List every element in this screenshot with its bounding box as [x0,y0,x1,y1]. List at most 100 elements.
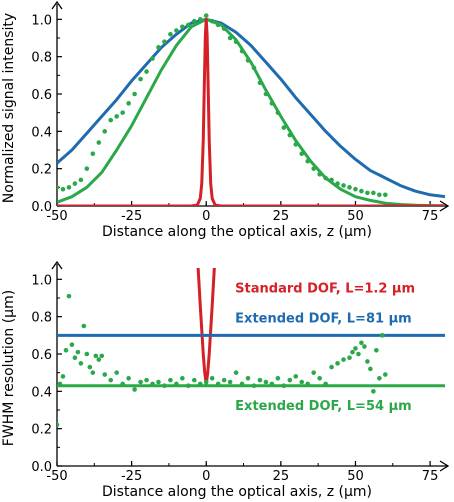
data-point [221,26,227,31]
data-point [203,13,209,18]
data-point [150,56,155,61]
data-point [281,383,287,389]
y-axis-label: Normalized signal intensity [1,13,17,203]
series-line-1 [57,17,445,206]
x-tick-label: 25 [273,209,290,224]
data-point [251,383,257,389]
data-point [371,190,376,196]
x-tick-label: 50 [347,209,364,224]
series-line-0 [57,17,445,199]
data-point [323,175,328,181]
data-point [162,39,167,45]
data-point [78,177,84,183]
data-point [329,364,334,370]
data-point [371,389,376,394]
data-point [174,28,179,33]
data-point [317,375,322,381]
data-point [78,361,84,366]
y-tick-label: 1.0 [31,13,52,28]
data-point [341,183,346,188]
series-annotation: Extended DOF, L=54 µm [235,399,412,414]
data-point [186,383,191,389]
y-tick-label: 0.2 [31,163,52,178]
x-tick-label: -50 [46,209,67,224]
data-point [251,65,257,71]
plot-area [57,13,445,206]
data-point [108,117,114,123]
data-point [96,140,102,145]
data-point [227,379,233,385]
x-tick-label: 75 [422,469,439,484]
data-point [257,377,263,383]
data-point [377,375,382,381]
data-point [87,364,93,370]
data-point [335,361,340,366]
data-point [293,374,299,379]
data-point [233,39,239,45]
data-point [114,370,119,375]
data-point [281,125,287,130]
data-point [377,192,382,198]
data-point [72,355,78,361]
plot-area [57,268,445,428]
data-point [180,24,185,30]
data-point [99,353,105,359]
series-annotation: Extended DOF, L=81 µm [235,311,412,326]
data-point [239,381,245,387]
data-point [347,185,352,190]
data-point [57,381,63,387]
data-point [57,185,60,190]
data-point [150,381,155,387]
data-point [245,58,251,63]
data-point [191,377,197,383]
data-point [93,353,99,359]
x-tick-label: 0 [202,209,210,224]
data-point [209,18,215,24]
data-point [138,379,143,385]
data-point [263,91,269,97]
data-point [245,375,251,381]
data-point [126,375,131,381]
data-point [57,422,60,428]
x-axis-label: Distance along the optical axis, z (µm) [102,224,372,240]
series-line-0 [196,268,216,386]
data-point [66,185,72,190]
data-point [66,293,72,299]
data-point [323,381,328,387]
top-panel-intensity: -50 -25 0 25 50 75 0.0 0.2 0.4 0.6 0.8 1.0 Distance … [1,0,450,240]
data-point [174,381,179,387]
data-point [191,18,197,24]
data-point [132,91,137,97]
data-point [60,186,66,192]
data-point [209,375,215,381]
x-tick-label: -50 [46,469,67,484]
data-point [120,381,125,387]
bottom-panel-fwhm: -50 -25 0 25 50 75 0.0 0.2 0.4 0.6 0.8 1.0 Distance … [1,260,450,500]
y-tick-label: 0.4 [31,125,52,140]
data-point [359,188,364,194]
data-point [239,48,245,54]
x-tick-label: 0 [202,469,210,484]
data-point [180,375,185,381]
data-point [275,375,281,381]
y-tick-label: 0.8 [31,311,52,326]
y-axis-arrow [51,260,63,270]
data-point [227,35,233,41]
data-point [132,387,137,392]
x-tick-label: 75 [422,209,439,224]
data-point [156,45,161,50]
data-point [197,381,203,387]
data-point [90,151,96,157]
data-point [269,101,275,106]
data-point [168,377,173,383]
data-point [374,347,379,353]
x-axis-arrow [439,460,450,472]
data-point [102,129,108,134]
data-point [126,101,131,106]
x-axis-arrow [439,200,450,212]
data-point [335,181,340,186]
data-point [120,110,125,115]
data-point [186,22,191,28]
data-point [81,323,87,329]
data-point [380,333,385,338]
